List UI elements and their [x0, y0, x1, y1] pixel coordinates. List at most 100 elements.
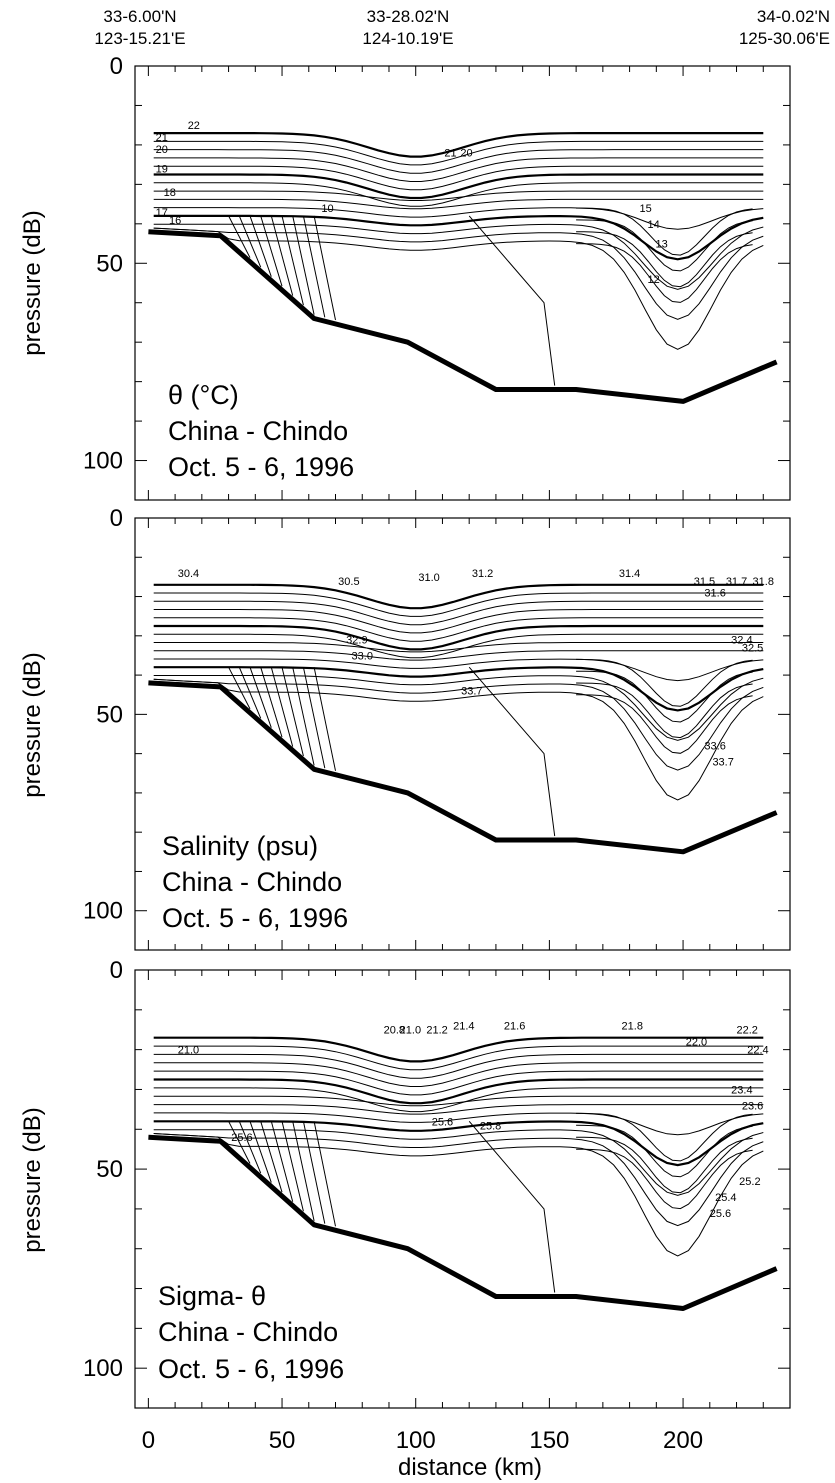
sigma-ytick-label: 100: [83, 1355, 123, 1382]
theta-contour-label: 13: [656, 238, 668, 250]
theta-contour-label: 21: [156, 132, 168, 144]
theta-contour-line: [153, 207, 764, 230]
salinity-bathymetry: [148, 680, 778, 855]
salinity-contour-label: 33.0: [352, 650, 373, 662]
sigma-contour-label: 21.0: [400, 1025, 421, 1037]
theta-contour-line: [153, 227, 764, 350]
theta-contour-line: [153, 132, 764, 158]
salinity-contour-label: 31.0: [418, 572, 439, 584]
salinity-contour-line: [153, 678, 764, 771]
salinity-contour-line: [153, 675, 764, 741]
salinity-contour-label: 30.5: [338, 576, 359, 588]
sigma-contour-label: 25.8: [480, 1120, 501, 1132]
salinity-contour-line: [153, 650, 764, 661]
salinity-contour-line: [249, 667, 272, 728]
sigma-contour-line: [153, 1133, 764, 1227]
theta-contour-label: 16: [169, 215, 181, 227]
theta-contour-line: [576, 231, 753, 288]
sigma-frame: [134, 969, 791, 1409]
salinity-contour-line: [292, 667, 315, 766]
theta-contour-label: 12: [648, 274, 660, 286]
theta-contour-line: [153, 214, 764, 261]
salinity-contour-line: [576, 682, 753, 739]
sigma-contour-line: [153, 1129, 764, 1196]
salinity-contour-label: 33.6: [704, 741, 725, 753]
sigma-contour-label: 22.4: [747, 1045, 768, 1057]
theta-contour-line: [228, 215, 251, 258]
theta-contour-line: [153, 173, 764, 200]
theta-ytick-label: 50: [96, 250, 123, 277]
coord-mid-lon: 124-10.19'E: [362, 29, 453, 48]
theta-contour-line: [153, 157, 764, 182]
sigma-contour-label: 21.6: [504, 1021, 525, 1033]
theta-contour-line: [302, 215, 326, 318]
sigma-contour-line: [153, 1095, 764, 1107]
sigma-ytick-label: 0: [110, 957, 123, 984]
theta-ylabel: pressure (dB): [19, 210, 46, 355]
x-tick-label: 150: [529, 1427, 569, 1454]
theta-contour-line: [238, 215, 262, 268]
salinity-contours: [153, 583, 764, 837]
theta-contour-line: [576, 219, 753, 272]
theta-contour-label: 10: [321, 203, 333, 215]
sigma-contour-label: 22.2: [737, 1025, 758, 1037]
sigma-contour-label: 25.6: [231, 1132, 252, 1144]
salinity-contour-line: [281, 667, 304, 757]
sigma-contour-label: 25.6: [432, 1116, 453, 1128]
sigma-contour-label: 25.4: [715, 1192, 736, 1204]
sigma-contour-line: [153, 1070, 764, 1096]
salinity-contour-line: [238, 667, 262, 719]
salinity-panel-label-3: Oct. 5 - 6, 1996: [162, 903, 348, 933]
theta-bathymetry: [148, 229, 778, 404]
sigma-contour-line: [576, 1124, 753, 1178]
salinity-contour-line: [153, 633, 764, 659]
sigma-panel-label-3: Oct. 5 - 6, 1996: [158, 1354, 344, 1384]
salinity-contour-line: [270, 667, 294, 747]
x-axis-title: distance (km): [398, 1454, 542, 1481]
salinity-contour-label: 32.9: [346, 635, 367, 647]
salinity-contour-label: 32.4: [731, 635, 752, 647]
theta-contour-label: 19: [156, 164, 168, 176]
theta-frame: [134, 65, 791, 501]
x-tick-label: 100: [396, 1427, 436, 1454]
sigma-contour-label: 25.6: [710, 1208, 731, 1220]
theta-panel-label-2: China - Chindo: [168, 416, 348, 446]
theta-contour-label: 22: [188, 120, 200, 132]
sigma-contour-line: [281, 1121, 304, 1212]
theta-contour-label: 21: [444, 148, 456, 160]
sigma-contour-line: [228, 1121, 251, 1164]
salinity-ytick-label: 100: [83, 898, 123, 925]
theta-contour-label: 20: [460, 148, 472, 160]
sigma-ylabel: pressure (dB): [19, 1107, 46, 1252]
salinity-ylabel: pressure (dB): [19, 652, 46, 797]
sigma-contour-label: 21.4: [453, 1021, 474, 1033]
sigma-contour-line: [576, 1148, 753, 1210]
theta-contour-line: [153, 140, 764, 166]
sigma-contour-label: 23.4: [731, 1084, 752, 1096]
theta-contour-label: 18: [164, 187, 176, 199]
theta-panel-label-1: θ (°C): [168, 380, 239, 410]
sigma-contour-label: 21.2: [426, 1025, 447, 1037]
sigma-contour-line: [302, 1121, 326, 1224]
salinity-contour-line: [153, 642, 764, 653]
salinity-contour-line: [153, 658, 764, 682]
sigma-contour-line: [153, 1078, 764, 1105]
theta-contour-line: [153, 190, 764, 201]
salinity-contour-label: 31.6: [704, 588, 725, 600]
theta-contour-line: [153, 223, 764, 290]
sigma-contour-line: [153, 1133, 764, 1257]
salinity-contour-label: 31.8: [753, 576, 774, 588]
coord-mid-lat: 33-28.02'N: [367, 7, 450, 26]
sigma-contour-line: [153, 1036, 764, 1063]
x-tick-label: 0: [142, 1427, 155, 1454]
sigma-contour-line: [576, 1112, 753, 1162]
salinity-contour-line: [153, 678, 764, 801]
salinity-contour-line: [153, 624, 764, 651]
theta-contour-label: 14: [648, 219, 660, 231]
sigma-ytick-label: 50: [96, 1156, 123, 1183]
coord-left-lat: 33-6.00'N: [103, 7, 176, 26]
coord-right-lat: 34-0.02'N: [757, 7, 830, 26]
sigma-contour-line: [153, 1104, 764, 1115]
sigma-panel-label-2: China - Chindo: [158, 1317, 338, 1347]
